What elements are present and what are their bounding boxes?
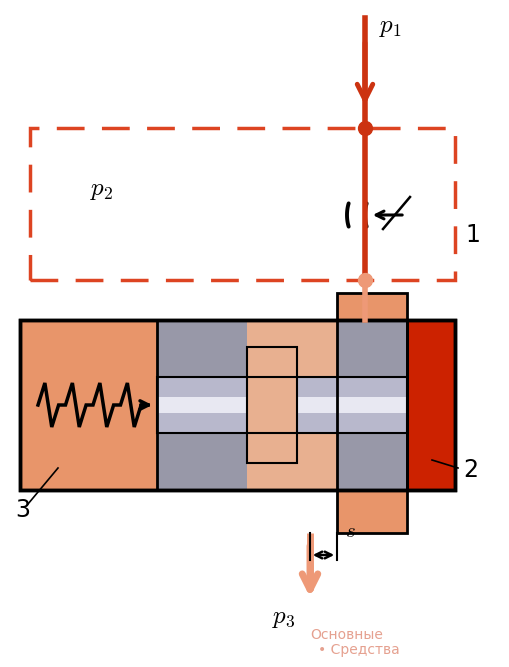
Text: 3: 3 <box>15 498 30 522</box>
Bar <box>337 293 407 320</box>
Bar <box>247 347 297 463</box>
Text: $p_2$: $p_2$ <box>90 178 114 202</box>
Bar <box>337 490 407 533</box>
Bar <box>30 128 455 280</box>
Bar <box>247 320 337 490</box>
Text: • Средства: • Средства <box>318 643 400 657</box>
Bar <box>337 293 407 320</box>
Bar <box>157 320 247 490</box>
Bar <box>337 320 407 490</box>
Text: $p_3$: $p_3$ <box>272 606 296 630</box>
Bar <box>20 320 455 490</box>
Text: $p_1$: $p_1$ <box>379 15 402 39</box>
Bar <box>337 320 407 490</box>
Bar <box>20 320 157 490</box>
Bar <box>157 377 407 433</box>
Bar <box>337 490 407 533</box>
Bar <box>407 320 455 490</box>
Text: Основные: Основные <box>310 628 383 642</box>
Bar <box>20 320 455 490</box>
Text: 2: 2 <box>463 458 478 482</box>
Bar <box>247 347 297 463</box>
Text: 1: 1 <box>465 223 480 247</box>
Bar <box>157 377 407 433</box>
Text: $s$: $s$ <box>345 521 356 541</box>
Bar <box>157 397 407 413</box>
